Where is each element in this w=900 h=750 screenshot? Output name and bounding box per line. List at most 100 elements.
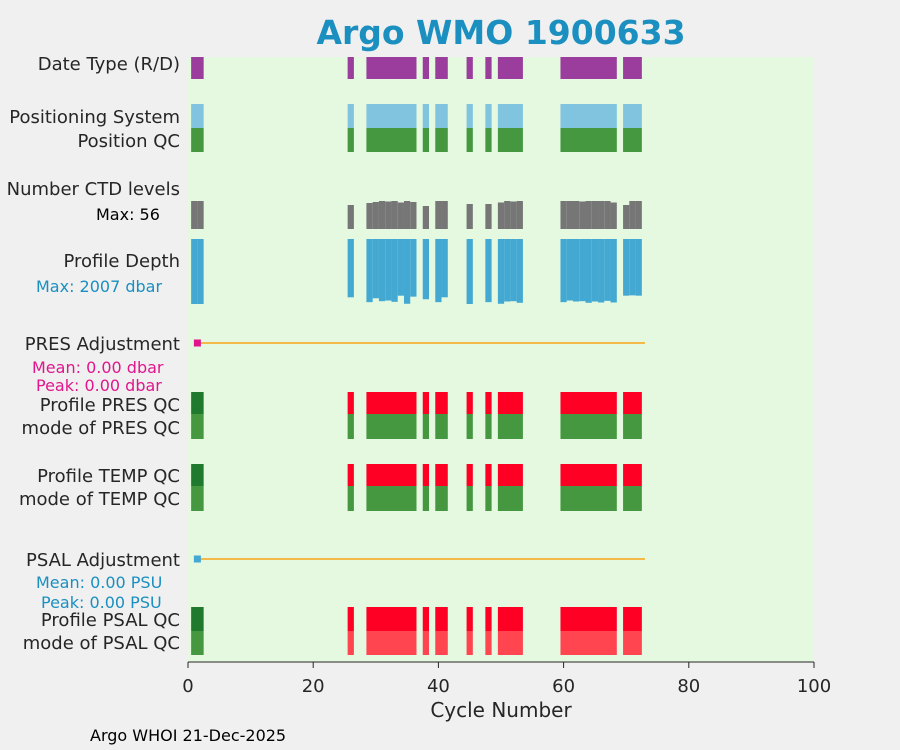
ctd-levels-bar [623,205,630,229]
psal-adjustment-marker [193,555,201,563]
profile-depth-max: Max: 2007 dbar [36,277,162,296]
profile-depth-bar [385,239,392,301]
ctd-levels-bar [441,201,448,229]
positioning-system-bar [497,104,523,128]
mode-pres-qc-bar [485,414,492,439]
date-type-bar [485,57,492,79]
profile-depth-bar [598,239,605,303]
profile-temp-qc-bar [366,464,417,486]
profile-pres-qc-bar [560,392,617,414]
mode-psal-qc-bar [191,631,204,655]
profile-pres-qc-bar [347,392,354,414]
ctd-levels-bar [572,201,580,229]
x-tick-label: 0 [182,676,193,697]
profile-psal-qc-bar [623,607,642,631]
profile-depth-bar [591,239,599,302]
row-label-profile-psal-qc: Profile PSAL QC [41,610,180,631]
profile-temp-qc-bar [466,464,473,486]
ctd-levels-bar [422,206,430,229]
profile-depth-bar [441,239,448,298]
ctd-levels-bar [635,201,642,229]
row-label-position-qc: Position QC [77,131,180,152]
position-qc-bar [623,128,642,152]
positioning-system-bar [347,104,354,128]
positioning-system-bar [191,104,204,128]
profile-temp-qc-bar [497,464,523,486]
row-label-psal-adjustment: PSAL Adjustment [26,550,180,571]
profile-psal-qc-bar [560,607,617,631]
profile-depth-bar [372,239,379,299]
mode-temp-qc-bar [466,486,473,511]
ctd-levels-bar [347,205,354,229]
profile-depth-bar [197,239,204,304]
profile-depth-bar [466,239,473,304]
date-type-bar [497,57,523,79]
profile-pres-qc-bar [435,392,448,414]
mode-temp-qc-bar [623,486,642,511]
ctd-levels-bar [579,201,586,229]
profile-psal-qc-bar [422,607,430,631]
ctd-levels-bar [435,201,442,229]
ctd-levels-bar [629,201,636,229]
profile-depth-bar [422,239,430,300]
position-qc-bar [497,128,523,152]
profile-pres-qc-bar [485,392,492,414]
position-qc-bar [560,128,617,152]
profile-depth-bar [629,239,636,296]
profile-psal-qc-bar [366,607,417,631]
ctd-levels-bar [485,204,492,229]
ctd-levels-bar [197,201,204,229]
psal-adjustment-mean: Mean: 0.00 PSU [36,573,162,592]
profile-psal-qc-bar [466,607,473,631]
profile-pres-qc-bar [422,392,430,414]
row-label-positioning-system: Positioning System [9,107,180,128]
position-qc-bar [191,128,204,152]
mode-pres-qc-bar [422,414,430,439]
profile-depth-bar [191,239,198,304]
ctd-levels-bar [516,201,523,229]
ctd-levels-bar [366,203,373,229]
footer-credit: Argo WHOI 21-Dec-2025 [90,726,286,745]
date-type-bar [366,57,417,79]
profile-psal-qc-bar [497,607,523,631]
mode-psal-qc-bar [466,631,473,655]
ctd-levels-bar [504,201,511,229]
positioning-system-bar [623,104,642,128]
ctd-levels-bar [385,201,392,229]
positioning-system-bar [366,104,417,128]
profile-depth-bar [604,239,611,301]
profile-temp-qc-bar [191,464,204,486]
mode-pres-qc-bar [191,414,204,439]
profile-temp-qc-bar [422,464,430,486]
ctd-levels-bar [598,201,605,229]
ctd-levels-bar [391,201,398,229]
row-label-profile-pres-qc: Profile PRES QC [40,395,180,416]
profile-pres-qc-bar [191,392,204,414]
mode-pres-qc-bar [623,414,642,439]
mode-temp-qc-bar [485,486,492,511]
date-type-bar [623,57,642,79]
mode-temp-qc-bar [560,486,617,511]
profile-depth-bar [566,239,573,301]
positioning-system-bar [435,104,448,128]
mode-pres-qc-bar [497,414,523,439]
profile-depth-bar [635,239,642,296]
profile-temp-qc-bar [560,464,617,486]
profile-depth-bar [391,239,398,302]
profile-depth-bar [410,239,417,297]
position-qc-bar [485,128,492,152]
row-label-pres-adjustment: PRES Adjustment [25,334,180,355]
mode-pres-qc-bar [560,414,617,439]
profile-depth-bar [397,239,404,296]
pres-adjustment-marker [193,339,201,347]
profile-depth-bar [403,239,411,304]
date-type-bar [347,57,354,79]
psal-adjustment-peak: Peak: 0.00 PSU [41,593,162,612]
ctd-levels-bar [510,201,517,229]
profile-temp-qc-bar [347,464,354,486]
x-tick-label: 60 [552,676,575,697]
x-axis: 0 20 40 60 80 100 [182,661,831,697]
ctd-levels-max: Max: 56 [96,205,160,224]
ctd-levels-bar [372,202,379,229]
